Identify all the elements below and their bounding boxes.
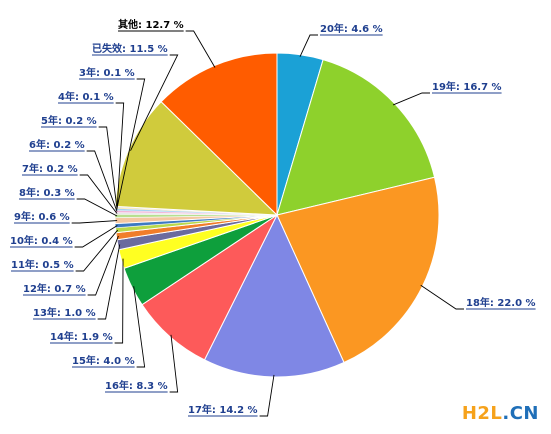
pie-slice [276, 59, 436, 216]
leader-line [75, 229, 119, 272]
slice-label: 12年: 0.7 % [23, 282, 86, 295]
leader-line [116, 78, 146, 208]
slice-label: 6年: 0.2 % [29, 138, 85, 151]
leader-line [299, 34, 318, 57]
leader-line [79, 174, 118, 214]
leader-line [98, 126, 118, 210]
leader-line [76, 198, 118, 217]
slice-label: 3年: 0.1 % [79, 66, 135, 79]
slice-label: 20年: 4.6 % [320, 22, 383, 35]
leader-line [71, 220, 118, 224]
watermark-part-1: H2L [461, 403, 503, 424]
leader-line [392, 92, 430, 106]
leader-line [115, 102, 125, 209]
watermark-logo: H2L.CN [462, 403, 539, 424]
slice-label: 5年: 0.2 % [41, 114, 97, 127]
leader-line [259, 374, 275, 417]
watermark-part-2: .CN [502, 403, 539, 424]
leader-line [185, 30, 216, 68]
leader-line [74, 225, 118, 248]
leader-line [133, 286, 146, 368]
slice-label: 18年: 22.0 % [466, 296, 536, 309]
slice-label: 16年: 8.3 % [105, 379, 168, 392]
slice-label: 已失效: 11.5 % [92, 42, 168, 55]
slice-label: 19年: 16.7 % [432, 80, 502, 93]
slice-label: 15年: 4.0 % [72, 354, 135, 367]
leader-line [420, 284, 464, 310]
slice-label: 7年: 0.2 % [22, 162, 78, 175]
slice-label: 8年: 0.3 % [19, 186, 75, 199]
leader-line [86, 150, 118, 212]
leader-line [87, 235, 119, 296]
slice-label: 10年: 0.4 % [10, 234, 73, 247]
leader-line [97, 244, 121, 320]
slice-label: 17年: 14.2 % [188, 403, 258, 416]
slice-label: 4年: 0.1 % [58, 90, 114, 103]
slice-label: 11年: 0.5 % [11, 258, 74, 271]
slice-label: 13年: 1.0 % [33, 306, 96, 319]
leader-line [114, 258, 124, 344]
leader-line [130, 54, 179, 151]
leader-line [169, 334, 179, 393]
slice-label: 9年: 0.6 % [14, 210, 70, 223]
slice-label: 14年: 1.9 % [50, 330, 113, 343]
slice-label: 其他: 12.7 % [118, 18, 184, 31]
